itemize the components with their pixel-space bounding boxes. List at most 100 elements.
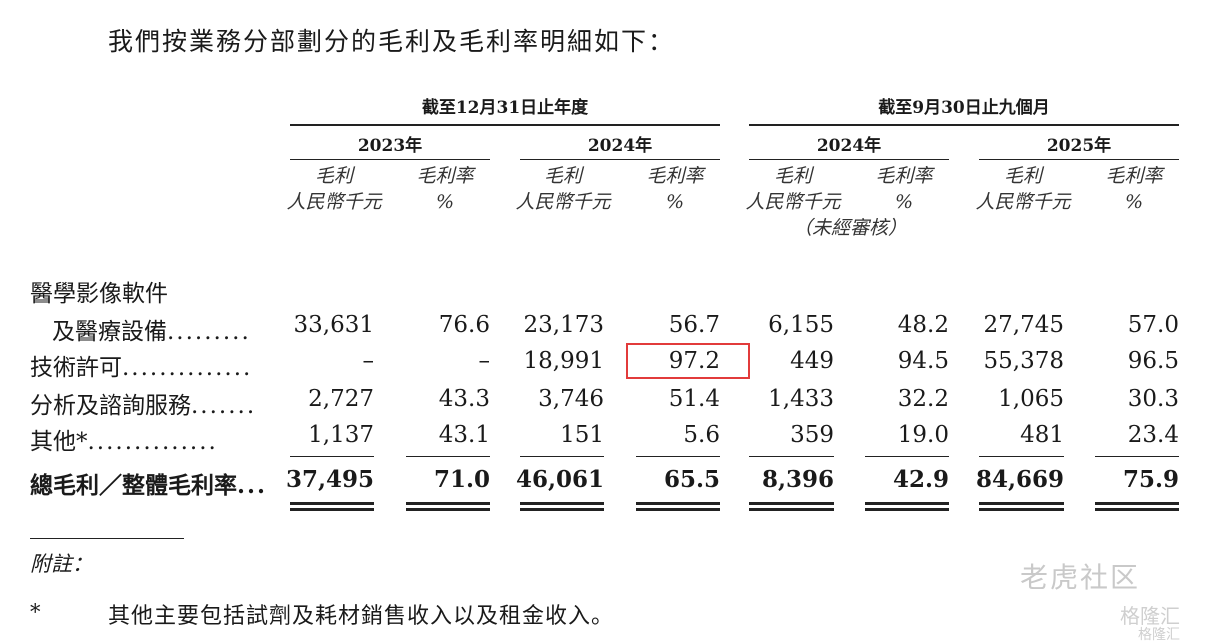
row-label-others: 其他*.............. <box>30 429 218 455</box>
cell: 5.6 <box>683 422 720 448</box>
watermark-gelonghui: 格隆汇 <box>1120 604 1180 628</box>
subtotal-rule <box>749 456 834 457</box>
subtotal-rule <box>520 456 604 457</box>
total-double-rule <box>290 508 374 511</box>
total-cell: 71.0 <box>433 466 490 493</box>
cell: 56.7 <box>668 312 720 338</box>
cell: 19.0 <box>897 422 949 448</box>
total-cell: 46,061 <box>515 466 604 493</box>
col-header-gp: 毛利 人民幣千元 <box>515 165 611 213</box>
note-marker: * <box>30 600 41 624</box>
cell: 76.6 <box>438 312 490 338</box>
subtotal-rule <box>636 456 720 457</box>
year-rule <box>979 159 1179 160</box>
cell: 2,727 <box>308 386 374 412</box>
highlight-box <box>626 343 750 379</box>
cell: 23,173 <box>523 312 604 338</box>
subtotal-rule <box>1095 456 1179 457</box>
cell: 55,378 <box>983 348 1064 374</box>
total-double-rule <box>865 508 949 511</box>
col-header-margin: 毛利率% <box>875 165 933 213</box>
total-double-rule <box>749 502 834 505</box>
cell: 48.2 <box>897 312 949 338</box>
cell: 43.1 <box>438 422 490 448</box>
period-rule-fy <box>290 124 720 126</box>
cell: 18,991 <box>523 348 604 374</box>
cell: 32.2 <box>897 386 949 412</box>
total-double-rule <box>406 502 490 505</box>
cell-highlighted: 97.2 <box>668 348 720 374</box>
total-double-rule <box>636 508 720 511</box>
cell: 359 <box>790 422 834 448</box>
cell: 6,155 <box>768 312 834 338</box>
total-double-rule <box>636 502 720 505</box>
cell: 51.4 <box>668 386 720 412</box>
cell: 30.3 <box>1127 386 1179 412</box>
total-double-rule <box>1095 508 1179 511</box>
unaudited-note: （未經審核） <box>792 217 907 239</box>
subtotal-rule <box>865 456 949 457</box>
total-double-rule <box>979 502 1064 505</box>
col-header-margin: 毛利率% <box>1105 165 1163 213</box>
col-header-gp: 毛利 人民幣千元 <box>286 165 382 213</box>
cell: 1,137 <box>308 422 374 448</box>
year-header-2023: 2023年 <box>357 136 423 156</box>
period-header-9m: 截至9月30日止九個月 <box>878 98 1050 118</box>
cell: 449 <box>790 348 834 374</box>
cell: 57.0 <box>1127 312 1179 338</box>
year-rule <box>290 159 490 160</box>
total-double-rule <box>749 508 834 511</box>
cell: 151 <box>560 422 604 448</box>
col-header-margin: 毛利率% <box>646 165 704 213</box>
cell: 481 <box>1020 422 1064 448</box>
total-cell: 37,495 <box>285 466 374 493</box>
row-label-consulting: 分析及諮詢服務....... <box>30 393 257 419</box>
cell: 27,745 <box>983 312 1064 338</box>
total-double-rule <box>520 508 604 511</box>
total-cell: 8,396 <box>761 466 834 493</box>
period-rule-9m <box>749 124 1179 126</box>
notes-divider <box>30 538 184 539</box>
cell: 96.5 <box>1127 348 1179 374</box>
year-header-2024-fy: 2024年 <box>587 136 653 156</box>
cell: 1,065 <box>998 386 1064 412</box>
subtotal-rule <box>290 456 374 457</box>
cell: 1,433 <box>768 386 834 412</box>
cell: 94.5 <box>897 348 949 374</box>
col-header-gp: 毛利 人民幣千元 <box>745 165 841 213</box>
subtotal-rule <box>406 456 490 457</box>
total-double-rule <box>865 502 949 505</box>
period-header-fy: 截至12月31日止年度 <box>421 98 589 118</box>
total-cell: 42.9 <box>892 466 949 493</box>
total-cell: 84,669 <box>975 466 1064 493</box>
total-double-rule <box>290 502 374 505</box>
total-double-rule <box>1095 502 1179 505</box>
note-text: 其他主要包括試劑及耗材銷售收入以及租金收入。 <box>108 604 615 629</box>
year-header-2025: 2025年 <box>1046 136 1112 156</box>
cell: 33,631 <box>293 312 374 338</box>
year-rule <box>749 159 949 160</box>
row-label-imaging: 及醫療設備......... <box>52 319 251 345</box>
cell: 43.3 <box>438 386 490 412</box>
total-cell: 75.9 <box>1122 466 1179 493</box>
notes-title: 附註： <box>30 552 93 576</box>
col-header-margin: 毛利率% <box>416 165 474 213</box>
row-label-imaging-line1: 醫學影像軟件 <box>30 281 168 307</box>
total-cell: 65.5 <box>663 466 720 493</box>
intro-sentence: 我們按業務分部劃分的毛利及毛利率明細如下： <box>108 27 676 56</box>
row-label-licensing: 技術許可.............. <box>30 355 253 381</box>
total-double-rule <box>520 502 604 505</box>
watermark-tiger: 老虎社区 <box>1020 561 1141 594</box>
row-label-total: 總毛利／整體毛利率... <box>30 472 268 499</box>
year-rule <box>520 159 720 160</box>
year-header-2024-9m: 2024年 <box>816 136 882 156</box>
watermark-gelonghui-small: 格隆汇 <box>1138 627 1180 643</box>
cell: – <box>362 348 375 374</box>
cell: 23.4 <box>1127 422 1179 448</box>
cell: – <box>478 348 491 374</box>
cell: 3,746 <box>538 386 604 412</box>
total-double-rule <box>979 508 1064 511</box>
total-double-rule <box>406 508 490 511</box>
subtotal-rule <box>979 456 1064 457</box>
col-header-gp: 毛利 人民幣千元 <box>975 165 1071 213</box>
